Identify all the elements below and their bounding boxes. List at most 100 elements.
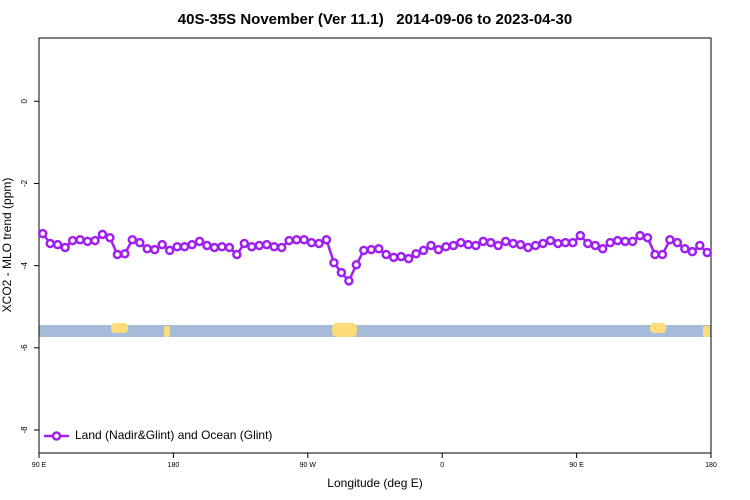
- point: [179, 241, 190, 252]
- point: [463, 239, 474, 250]
- point: [426, 240, 436, 251]
- point: [112, 249, 123, 260]
- point: [284, 235, 294, 246]
- point: [560, 237, 571, 248]
- land-patch: [703, 326, 710, 337]
- point: [202, 240, 212, 251]
- land-patch: [111, 323, 128, 333]
- x-axis-label: Longitude (deg E): [327, 476, 422, 490]
- point: [471, 240, 481, 251]
- point: [291, 234, 302, 245]
- point: [433, 244, 444, 255]
- point: [172, 241, 182, 252]
- x-tick-label: 90 W: [300, 462, 317, 469]
- y-tick-label: -2: [20, 179, 29, 187]
- point: [538, 238, 548, 249]
- y-tick-label: -4: [20, 262, 29, 270]
- point: [351, 260, 362, 270]
- point: [553, 238, 563, 249]
- point: [164, 245, 175, 256]
- point: [627, 236, 638, 247]
- point: [448, 240, 459, 251]
- point: [142, 244, 153, 254]
- point: [329, 258, 339, 268]
- point: [403, 253, 414, 264]
- point: [411, 248, 421, 259]
- point: [321, 234, 332, 245]
- point: [485, 237, 496, 248]
- point: [530, 240, 541, 251]
- point: [269, 241, 279, 252]
- point: [194, 236, 205, 247]
- point: [135, 237, 145, 248]
- x-tick-label: 90 E: [32, 462, 47, 469]
- point: [672, 237, 683, 248]
- point: [665, 234, 675, 245]
- x-tick-label: 90 E: [569, 462, 584, 469]
- point: [314, 238, 324, 249]
- plot-frame: [38, 37, 712, 454]
- point: [97, 229, 108, 240]
- point: [60, 242, 70, 253]
- point: [388, 252, 399, 263]
- point: [695, 240, 705, 251]
- point: [149, 244, 160, 255]
- point: [306, 237, 317, 248]
- point: [702, 247, 713, 258]
- point: [232, 249, 242, 260]
- point: [545, 235, 556, 246]
- point: [642, 232, 653, 243]
- legend-label: Land (Nadir&Glint) and Ocean (Glint): [75, 428, 272, 442]
- x-tick-label: 0: [440, 462, 444, 469]
- point: [680, 244, 690, 254]
- point: [441, 241, 451, 252]
- ocean-band: [39, 325, 711, 337]
- point: [620, 236, 630, 247]
- point: [187, 239, 197, 250]
- point: [500, 236, 511, 247]
- point: [650, 249, 660, 260]
- point: [336, 267, 347, 278]
- point: [493, 240, 503, 251]
- point: [120, 248, 130, 259]
- point: [105, 232, 115, 243]
- point: [127, 234, 138, 245]
- point: [247, 241, 257, 252]
- point: [75, 234, 85, 245]
- point: [508, 238, 518, 249]
- point: [568, 237, 578, 248]
- land-patch: [164, 326, 170, 337]
- point: [52, 239, 63, 250]
- point: [381, 249, 391, 260]
- point: [239, 238, 250, 249]
- point: [209, 242, 220, 253]
- point: [254, 240, 265, 251]
- point: [612, 235, 623, 246]
- point: [37, 228, 48, 239]
- point: [157, 239, 167, 250]
- point: [276, 242, 287, 253]
- land-patch: [332, 323, 357, 337]
- point: [597, 244, 608, 254]
- point: [657, 249, 668, 260]
- point: [590, 240, 601, 251]
- point: [299, 234, 309, 245]
- land-patch: [650, 323, 666, 333]
- point: [373, 244, 384, 254]
- x-tick-label: 180: [705, 462, 717, 469]
- point: [359, 245, 369, 256]
- point: [575, 230, 586, 241]
- legend-marker: [51, 431, 62, 441]
- point: [344, 276, 354, 286]
- point: [224, 242, 235, 253]
- chart-title: 40S-35S November (Ver 11.1) 2014-09-06 t…: [178, 11, 572, 28]
- point: [67, 235, 78, 246]
- point: [456, 237, 466, 248]
- point: [515, 239, 526, 250]
- point: [523, 242, 533, 253]
- point: [90, 235, 100, 246]
- point: [635, 230, 645, 241]
- point: [217, 241, 227, 252]
- land-mask: [39, 323, 711, 337]
